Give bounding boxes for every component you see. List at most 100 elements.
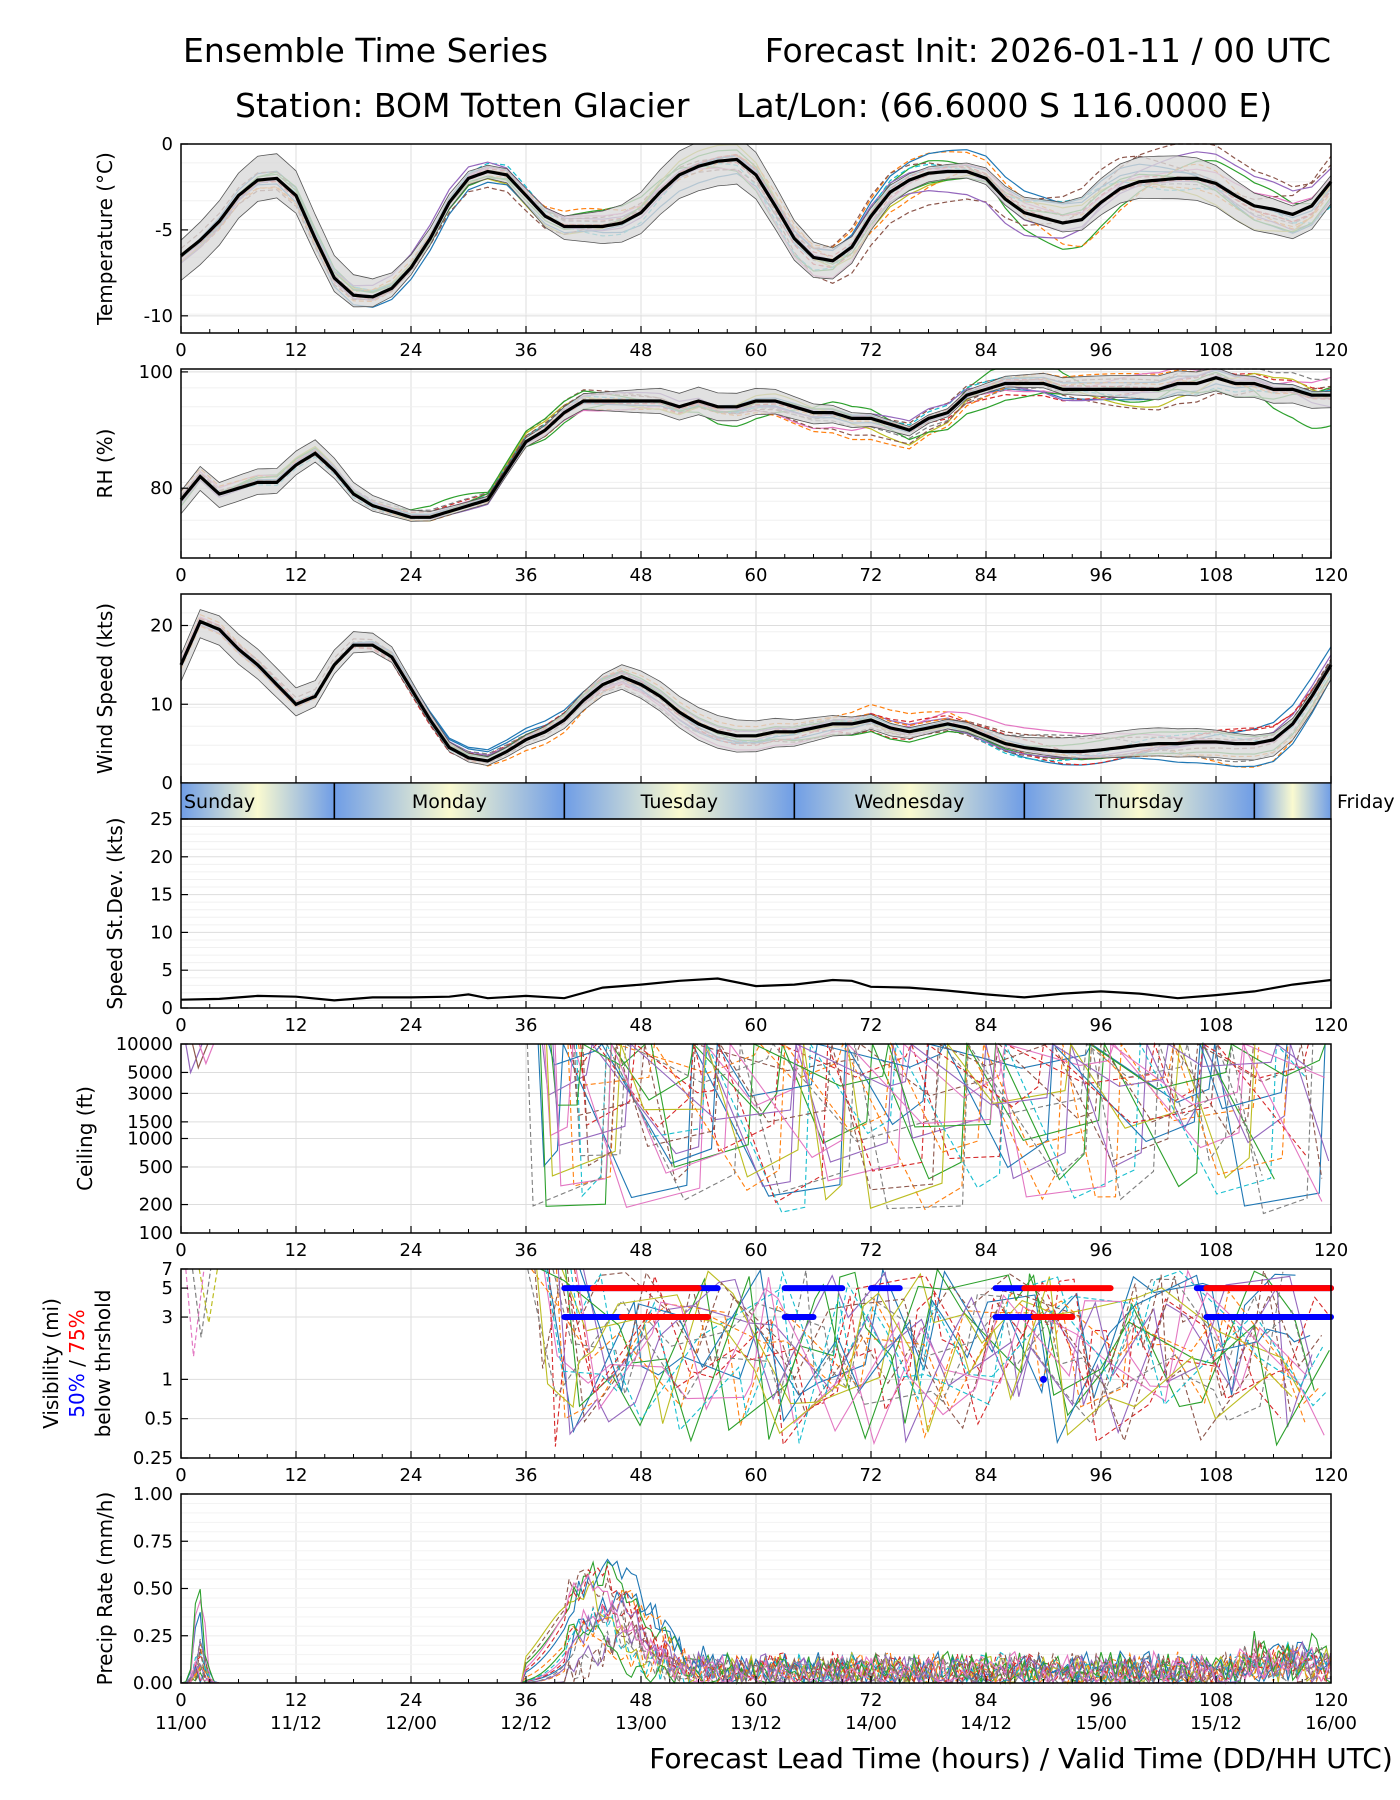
y-tick-label: 500 [139,1157,173,1178]
x-tick-label: 24 [400,1465,423,1486]
ceiling-grid [180,1043,1332,1234]
x-tick-label: 24 [400,565,423,586]
x-tick-label: 96 [1090,1690,1113,1711]
day-cell [564,783,795,819]
valid-time-label: 12/12 [500,1713,552,1734]
y-tick-label: 0.25 [133,1448,173,1469]
y-tick-label: 15 [150,885,173,906]
x-tick-label: 24 [400,1240,423,1261]
member-line [573,1042,1314,1215]
x-tick-label: 72 [860,1465,883,1486]
x-tick-label: 0 [175,1690,186,1711]
visibility-75pct-label: 75% [65,1309,89,1353]
x-tick-label: 96 [1090,340,1113,361]
member-line [580,1042,1307,1204]
wind-panel: 20 10 0 Wind Speed (kts) [93,593,1333,794]
y-tick-label: 3 [162,1307,173,1328]
member-line [198,1043,215,1066]
valid-time-label: 14/12 [960,1713,1012,1734]
y-tick-label: -10 [144,306,173,327]
wind-ylabel: Wind Speed (kts) [93,603,117,774]
day-label-wednesday: Wednesday [854,791,964,813]
visibility-panel: 75 3 1 0.5 0.25 0 12 24 36 48 60 72 84 96 108 120 Visi… [39,1259,1348,1486]
x-tick-label: 12 [285,1690,308,1711]
y-tick-label: 0.00 [133,1673,173,1694]
visibility-ylabel-line1: Visibility (mi) [39,1298,63,1429]
x-tick-label: 48 [630,565,653,586]
member-line [569,1041,1309,1160]
visibility-ylabel-line2: 50% / 75% [65,1309,89,1417]
x-tick-label: 60 [745,1240,768,1261]
member-line [185,1268,205,1357]
day-label-friday: Friday [1337,791,1395,813]
stdev-grid [180,818,1332,1009]
y-tick-label: 1500 [127,1112,173,1133]
y-tick-label: 10000 [116,1034,173,1055]
member-line [564,1267,1315,1432]
member-line [552,1042,1312,1147]
member-line [198,1268,218,1324]
precip-panel: 1.00 0.75 0.50 0.25 0.00 0 12 24 36 48 60 72 84 96 10… [93,1484,1357,1734]
x-tick-label: 96 [1090,1240,1113,1261]
valid-time-label: 14/00 [845,1713,897,1734]
x-tick-label: 72 [860,565,883,586]
x-tick-label: 24 [400,1690,423,1711]
y-tick-label: 200 [139,1195,173,1216]
visibility-threshold-bars [561,1285,1334,1383]
y-tick-label: 0 [162,998,173,1019]
valid-time-label: 11/00 [155,1713,207,1734]
x-tick-label: 72 [860,1240,883,1261]
precip-y-ticks: 1.00 0.75 0.50 0.25 0.00 [133,1484,188,1694]
y-tick-label: 0.75 [133,1531,173,1552]
member-line [541,1041,1330,1188]
valid-time-label: 15/00 [1075,1713,1127,1734]
member-line [557,1268,1313,1444]
member-line [573,1268,1282,1447]
x-tick-label: 60 [745,1015,768,1036]
day-cells [181,783,1331,819]
day-label-sunday: Sunday [184,791,255,813]
station-label: Station: BOM Totten Glacier [235,86,690,125]
visibility-x-ticks: 0 12 24 36 48 60 72 84 96 108 120 [175,1451,1348,1486]
x-tick-label: 60 [745,340,768,361]
x-tick-label: 96 [1090,565,1113,586]
y-tick-label: 10 [150,922,173,943]
ceiling-members [185,1041,1330,1215]
x-tick-label: 96 [1090,1015,1113,1036]
x-tick-label: 84 [975,1015,998,1036]
stdev-ylabel: Speed St.Dev. (kts) [103,817,127,1009]
member-line [552,1268,1313,1425]
x-tick-label: 12 [285,1015,308,1036]
y-tick-label: 1.00 [133,1484,173,1505]
member-line [536,1268,1293,1436]
x-tick-label: 0 [175,1240,186,1261]
x-tick-label: 108 [1199,1240,1233,1261]
x-tick-label: 48 [630,1690,653,1711]
day-cell [1254,783,1331,819]
x-tick-label: 48 [630,340,653,361]
x-tick-label: 60 [745,1690,768,1711]
member-line [582,1268,1313,1435]
y-tick-label: 0.25 [133,1626,173,1647]
stdev-y-ticks: 25 20 15 10 5 0 [150,809,188,1019]
x-tick-label: 84 [975,340,998,361]
x-tick-label: 108 [1199,565,1233,586]
x-tick-label: 0 [175,1015,186,1036]
x-tick-label: 84 [975,1465,998,1486]
x-tick-label: 120 [1314,1240,1348,1261]
x-tick-label: 84 [975,565,998,586]
y-tick-label: -5 [155,220,173,241]
member-line [534,1268,1292,1443]
y-tick-label: 5000 [127,1062,173,1083]
member-line [561,1268,1301,1424]
x-tick-label: 84 [975,1240,998,1261]
stdev-line [180,977,1332,1002]
member-line [543,1268,1306,1446]
day-cell [794,783,1025,819]
visibility-ylabel: Visibility (mi) 50% / 75% below thrshold [39,1290,115,1438]
x-tick-label: 84 [975,1690,998,1711]
x-tick-label: 36 [515,1240,538,1261]
x-tick-label: 0 [175,340,186,361]
latlon-label: Lat/Lon: (66.6000 S 116.0000 E) [736,86,1272,125]
